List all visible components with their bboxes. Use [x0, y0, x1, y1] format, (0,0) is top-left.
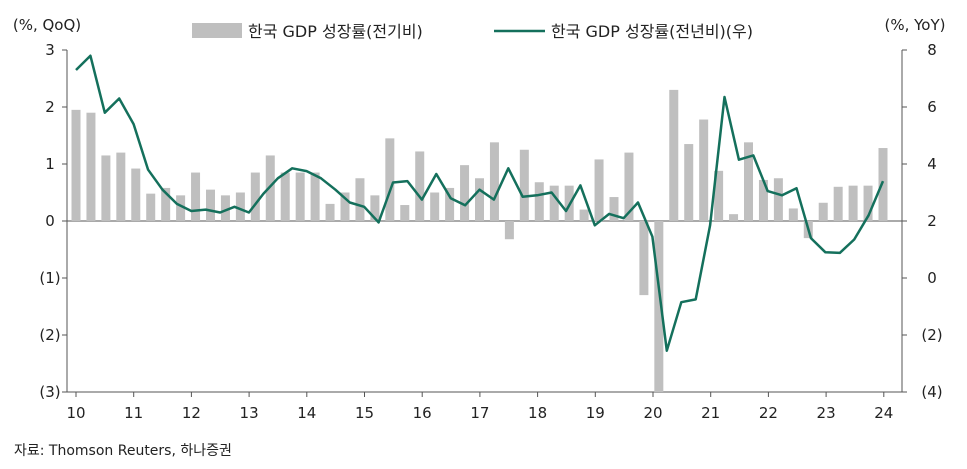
bar — [684, 144, 694, 221]
bar — [549, 185, 559, 221]
bar — [699, 119, 709, 221]
legend-label-line: 한국 GDP 성장률(전년비)(우) — [551, 22, 753, 41]
bar — [504, 221, 514, 240]
legend: 한국 GDP 성장률(전기비) 한국 GDP 성장률(전년비)(우) — [192, 22, 753, 41]
right-axis-unit: (%, YoY) — [884, 16, 945, 34]
right-tick-label: (2) — [921, 326, 942, 344]
bar — [624, 152, 634, 221]
right-tick-label: 8 — [927, 41, 937, 59]
x-tick-label: 23 — [817, 404, 836, 422]
right-tick-label: 4 — [927, 155, 937, 173]
bar — [758, 179, 768, 221]
bar — [161, 187, 171, 221]
bar — [475, 178, 484, 221]
bar — [788, 208, 798, 221]
x-tick-label: 22 — [759, 404, 778, 422]
x-tick-label: 24 — [874, 404, 893, 422]
bar — [430, 192, 440, 221]
left-tick-label: 1 — [45, 155, 55, 173]
bar — [220, 195, 230, 221]
bar — [250, 172, 260, 221]
x-tick-label: 18 — [528, 404, 547, 422]
bar — [385, 138, 395, 221]
bar — [101, 155, 111, 221]
bar — [295, 172, 305, 221]
bar — [654, 221, 664, 392]
left-tick-label: (3) — [39, 383, 60, 401]
bar — [71, 109, 81, 221]
bar — [594, 159, 604, 221]
x-tick-label: 21 — [701, 404, 720, 422]
right-tick-label: 6 — [927, 98, 937, 116]
bar — [206, 189, 215, 221]
bar — [415, 151, 425, 221]
bar — [833, 186, 843, 221]
bar — [310, 172, 320, 221]
bar — [370, 195, 380, 221]
bar — [445, 187, 455, 221]
bar — [534, 182, 544, 221]
bar — [191, 172, 201, 221]
left-tick-label: (1) — [39, 269, 60, 287]
left-tick-label: (2) — [39, 326, 60, 344]
bar — [818, 202, 828, 221]
bar — [131, 168, 141, 221]
bar — [669, 89, 679, 222]
bar — [460, 165, 470, 221]
bar — [280, 172, 290, 221]
legend-label-bar: 한국 GDP 성장률(전기비) — [248, 22, 423, 41]
bar — [848, 185, 858, 221]
bar — [878, 148, 888, 221]
left-axis-unit: (%, QoQ) — [13, 16, 81, 34]
bar-series — [71, 89, 888, 392]
left-tick-label: 2 — [45, 98, 55, 116]
left-tick-label: 3 — [45, 41, 55, 59]
x-tick-label: 19 — [586, 404, 605, 422]
x-tick-label: 11 — [124, 404, 143, 422]
yoy-line — [75, 54, 885, 352]
right-tick-label: 0 — [927, 269, 937, 287]
x-tick-label: 20 — [643, 404, 662, 422]
right-tick-label: (4) — [921, 383, 942, 401]
bar — [340, 192, 350, 221]
x-tick-label: 13 — [240, 404, 259, 422]
bar — [863, 185, 873, 221]
bar — [609, 197, 619, 221]
legend-swatch-bar — [192, 23, 242, 38]
x-tick-label: 15 — [355, 404, 374, 422]
right-tick-label: 2 — [927, 212, 937, 230]
x-tick-label: 14 — [297, 404, 316, 422]
source-note: 자료: Thomson Reuters, 하나증권 — [14, 443, 232, 459]
bar — [146, 193, 156, 221]
x-tick-label: 12 — [182, 404, 201, 422]
axes — [62, 49, 907, 397]
x-tick-label: 17 — [470, 404, 489, 422]
left-tick-label: 0 — [45, 212, 55, 230]
x-tick-label: 10 — [66, 404, 85, 422]
line-series — [75, 54, 885, 352]
bar — [325, 203, 335, 221]
bar — [639, 221, 649, 296]
bar — [116, 152, 126, 221]
bar — [773, 178, 783, 221]
bar — [729, 214, 739, 221]
bar — [355, 178, 365, 221]
bar — [400, 205, 410, 221]
bar — [489, 142, 499, 221]
bar — [714, 170, 724, 221]
bar — [86, 112, 96, 221]
bar — [519, 149, 529, 221]
bar — [235, 192, 245, 221]
x-tick-label: 16 — [413, 404, 432, 422]
bar — [176, 195, 186, 221]
bar — [579, 209, 589, 221]
bar — [744, 142, 753, 221]
